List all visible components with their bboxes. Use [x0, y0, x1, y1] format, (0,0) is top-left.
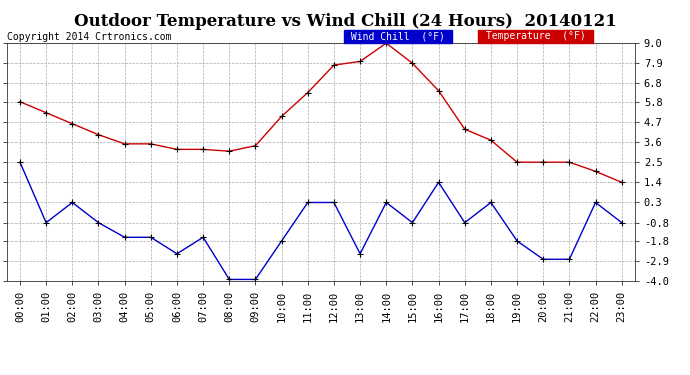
Text: Copyright 2014 Crtronics.com: Copyright 2014 Crtronics.com [7, 32, 171, 42]
Text: Temperature  (°F): Temperature (°F) [480, 31, 591, 41]
Text: Outdoor Temperature vs Wind Chill (24 Hours)  20140121: Outdoor Temperature vs Wind Chill (24 Ho… [74, 13, 616, 30]
Text: Wind Chill  (°F): Wind Chill (°F) [345, 31, 451, 41]
